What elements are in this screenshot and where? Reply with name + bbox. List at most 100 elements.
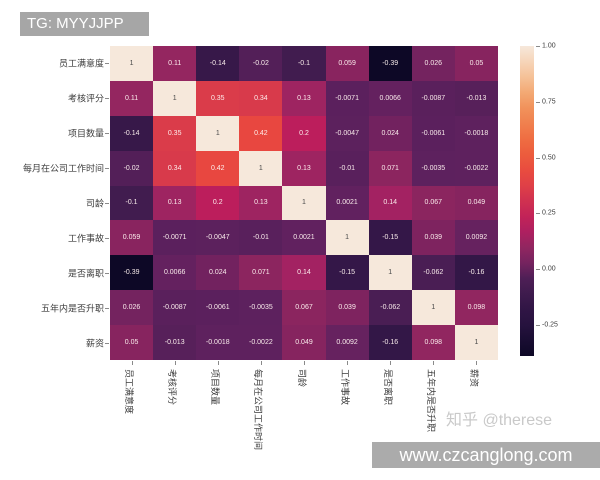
heatmap-cell-1-7: -0.0087 xyxy=(411,80,455,116)
heatmap-cell-0-6: -0.39 xyxy=(368,46,412,81)
heatmap-cell-4-4: 1 xyxy=(282,185,326,221)
heatmap-cell-4-3: 0.13 xyxy=(239,185,283,221)
y-tick-1 xyxy=(105,98,109,100)
heatmap-cell-1-4: 0.13 xyxy=(282,80,326,116)
row-label-6: 是否离职 xyxy=(67,268,104,279)
heatmap-cell-7-1: -0.0087 xyxy=(153,290,197,326)
heatmap-cell-7-4: 0.067 xyxy=(282,290,326,326)
heatmap-cell-3-0: -0.02 xyxy=(110,150,154,186)
heatmap-cell-2-5: -0.0047 xyxy=(325,115,369,151)
heatmap-cell-8-6: -0.16 xyxy=(368,325,412,360)
x-tick-6 xyxy=(390,361,392,365)
heatmap-cell-2-6: 0.024 xyxy=(368,115,412,151)
colorbar-tick-4 xyxy=(536,269,540,271)
heatmap-cell-5-1: -0.0071 xyxy=(153,220,197,256)
y-tick-2 xyxy=(105,133,109,135)
colorbar-tick-0 xyxy=(536,46,540,47)
heatmap-cell-0-2: -0.14 xyxy=(196,46,240,81)
heatmap-cell-7-7: 1 xyxy=(411,290,455,326)
col-label-6: 是否离职 xyxy=(382,369,393,406)
heatmap-cell-6-8: -0.16 xyxy=(454,255,498,291)
row-label-0: 员工满意度 xyxy=(58,58,104,69)
colorbar-tick-label-3: 0.25 xyxy=(542,209,556,217)
col-label-8: 薪资 xyxy=(468,369,479,388)
col-label-0: 员工满意度 xyxy=(124,369,135,415)
heatmap-cell-3-8: -0.0022 xyxy=(454,150,498,186)
y-tick-7 xyxy=(105,307,109,309)
row-label-1: 考核评分 xyxy=(67,93,104,104)
col-label-4: 司龄 xyxy=(296,369,307,388)
heatmap-cell-6-3: 0.071 xyxy=(239,255,283,291)
y-tick-8 xyxy=(105,342,109,344)
heatmap-cell-7-3: -0.0035 xyxy=(239,290,283,326)
row-label-8: 薪资 xyxy=(85,338,104,349)
x-tick-5 xyxy=(347,361,349,365)
heatmap-cell-4-8: 0.049 xyxy=(454,185,498,221)
heatmap-cell-1-8: -0.013 xyxy=(454,80,498,116)
heatmap-cell-2-7: -0.0061 xyxy=(411,115,455,151)
tg-banner: TG: MYYJJPP xyxy=(20,12,149,36)
y-tick-4 xyxy=(105,203,109,204)
heatmap-cell-6-5: -0.15 xyxy=(325,255,369,291)
heatmap-cell-7-6: -0.062 xyxy=(368,290,412,326)
heatmap-cell-6-6: 1 xyxy=(368,255,412,291)
heatmap-cell-3-1: 0.34 xyxy=(153,150,197,186)
col-label-7: 五年内是否升职 xyxy=(425,369,436,433)
heatmap-cell-0-3: -0.02 xyxy=(239,46,283,81)
heatmap-cell-0-5: 0.059 xyxy=(325,46,369,81)
heatmap-cell-3-7: -0.0035 xyxy=(411,150,455,186)
heatmap-cell-8-1: -0.013 xyxy=(153,325,197,360)
colorbar-tick-label-1: 0.75 xyxy=(542,98,556,106)
heatmap-cell-2-2: 1 xyxy=(196,115,240,151)
heatmap-cell-5-6: -0.15 xyxy=(368,220,412,256)
colorbar-tick-label-2: 0.50 xyxy=(542,154,556,161)
col-label-3: 每月在公司工作时间 xyxy=(253,369,264,451)
heatmap-cell-2-1: 0.35 xyxy=(153,115,197,151)
heatmap-cell-3-3: 1 xyxy=(239,150,283,186)
tg-banner-text: TG: MYYJJPP xyxy=(27,15,124,32)
x-tick-1 xyxy=(174,361,176,365)
heatmap-cell-1-0: 0.11 xyxy=(110,80,154,116)
colorbar-tick-label-5: -0.25 xyxy=(542,321,558,329)
y-tick-5 xyxy=(105,237,109,239)
y-tick-0 xyxy=(105,63,109,65)
heatmap-cell-5-2: -0.0047 xyxy=(196,220,240,256)
row-label-4: 司龄 xyxy=(85,198,104,209)
x-tick-4 xyxy=(304,361,305,365)
heatmap-cell-1-2: 0.35 xyxy=(196,80,240,116)
row-label-5: 工作事故 xyxy=(67,233,104,244)
heatmap-cell-2-3: 0.42 xyxy=(239,115,283,151)
heatmap-cell-8-0: 0.05 xyxy=(110,325,154,360)
y-tick-6 xyxy=(105,272,109,274)
colorbar xyxy=(520,46,534,356)
heatmap-cell-8-4: 0.049 xyxy=(282,325,326,360)
site-watermark-text: www.czcanglong.com xyxy=(399,445,573,465)
heatmap-cell-3-2: 0.42 xyxy=(196,150,240,186)
heatmap-cell-6-4: 0.14 xyxy=(282,255,326,291)
heatmap-cell-6-7: -0.062 xyxy=(411,255,455,291)
col-label-1: 考核评分 xyxy=(167,369,178,406)
colorbar-tick-3 xyxy=(536,213,540,215)
heatmap-cell-1-1: 1 xyxy=(153,80,197,116)
heatmap-cell-2-4: 0.2 xyxy=(282,115,326,151)
heatmap-cell-8-5: 0.0092 xyxy=(325,325,369,360)
heatmap-cell-0-0: 1 xyxy=(110,46,154,81)
colorbar-tick-2 xyxy=(536,157,540,159)
x-tick-7 xyxy=(433,361,435,365)
correlation-heatmap: 1 0.11 -0.14 -0.02 -0.1 0.059 -0.39 0.026 0.05 0.… xyxy=(110,46,498,360)
heatmap-cell-7-5: 0.039 xyxy=(325,290,369,326)
heatmap-cell-6-0: -0.39 xyxy=(110,255,154,291)
row-label-3: 每月在公司工作时间 xyxy=(22,163,104,174)
heatmap-cell-2-8: -0.0018 xyxy=(454,115,498,151)
heatmap-cell-8-8: 1 xyxy=(454,325,498,360)
heatmap-cell-4-6: 0.14 xyxy=(368,185,412,221)
site-watermark-banner: www.czcanglong.com xyxy=(372,442,600,468)
heatmap-cell-8-3: -0.0022 xyxy=(239,325,283,360)
heatmap-cell-3-4: 0.13 xyxy=(282,150,326,186)
heatmap-cell-1-3: 0.34 xyxy=(239,80,283,116)
col-label-5: 工作事故 xyxy=(339,369,350,406)
row-label-7: 五年内是否升职 xyxy=(40,303,104,314)
heatmap-cell-0-7: 0.026 xyxy=(411,46,455,81)
heatmap-cell-5-0: 0.059 xyxy=(110,220,154,256)
x-tick-2 xyxy=(217,361,219,365)
